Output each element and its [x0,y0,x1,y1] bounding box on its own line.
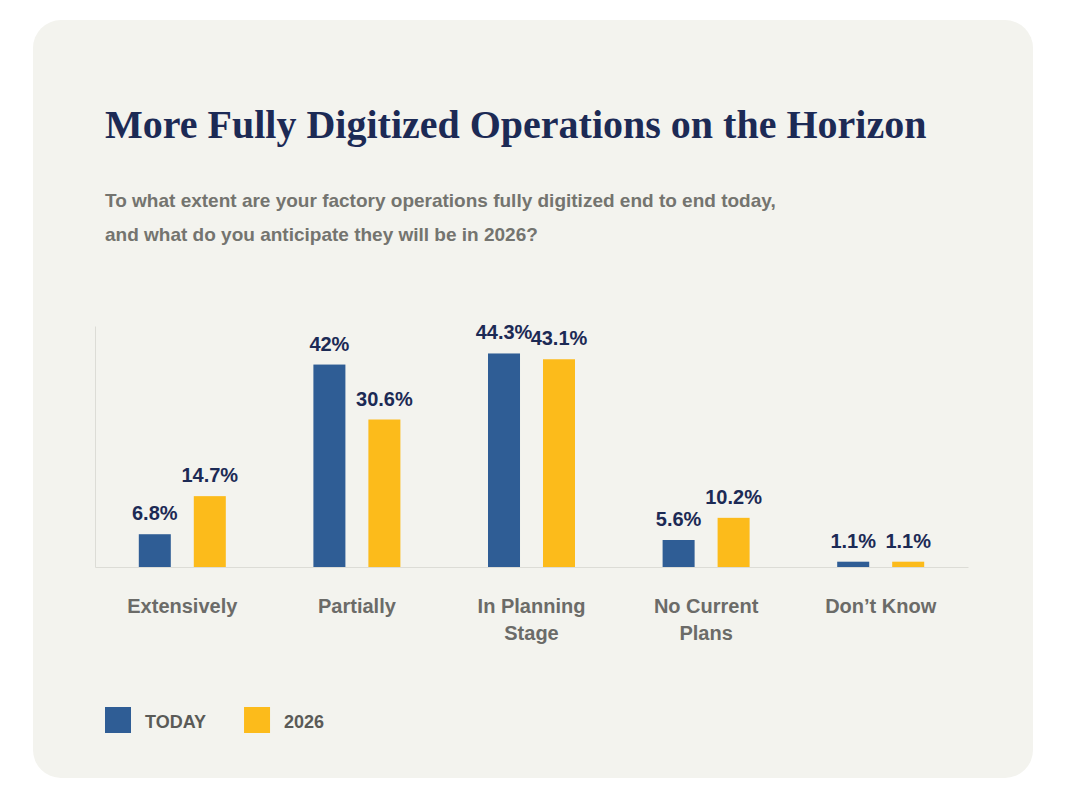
x-tick: Extensively [127,595,238,617]
bar [663,540,695,567]
data-label: 44.3% [476,321,533,343]
y-axis [95,327,96,568]
x-tick-label: Extensively [127,595,238,617]
title: More Fully Digitized Operations on the H… [105,102,926,147]
bar [194,496,226,567]
x-tick-label: No Current Plans [654,595,759,644]
chart: More Fully Digitized Operations on the H… [0,0,1067,800]
x-axis: Extensively Partially In Planning Stage No C… [96,568,969,645]
bar [488,353,520,567]
legend-label: TODAY [145,712,206,732]
x-tick: In Planning Stage [478,595,586,644]
data-label: 14.7% [181,464,238,486]
data-label: 30.6% [356,388,413,410]
data-labels: 6.8% 42% 44.3% 5.6% 1.1% 14.7% 30.6% 43.1% 10.2%… [132,321,931,551]
x-tick-label-line: Plans [679,622,732,644]
data-label: 6.8% [132,502,178,524]
x-tick-label-line: Stage [504,622,558,644]
subtitle: and what do you anticipate they will be … [105,224,538,245]
bars [139,353,924,567]
data-label: 5.6% [656,508,702,530]
data-label: 1.1% [830,530,876,552]
data-label: 1.1% [885,530,931,552]
data-label: 10.2% [705,486,762,508]
x-tick-label-line: Extensively [127,595,238,617]
data-label: 42% [309,333,349,355]
bar [837,562,869,567]
legend-swatch [244,707,270,733]
x-tick-label-line: Don’t Know [825,595,937,617]
bar [368,420,400,567]
x-tick-label-line: Partially [318,595,397,617]
x-tick: No Current Plans [654,595,759,644]
x-tick: Don’t Know [825,595,937,617]
subtitle: To what extent are your factory operatio… [105,190,776,211]
x-tick-label: In Planning Stage [478,595,586,644]
x-tick-label: Partially [318,595,397,617]
bar [139,534,171,567]
legend: TODAY 2026 [105,707,324,733]
x-tick-label: Don’t Know [825,595,937,617]
x-tick-label-line: No Current [654,595,759,617]
legend-label: 2026 [284,712,324,732]
legend-swatch [105,707,131,733]
bar [718,518,750,567]
bar [313,365,345,567]
x-axis-line [96,567,969,568]
x-tick-label-line: In Planning [478,595,586,617]
data-label: 43.1% [531,327,588,349]
bar [543,359,575,567]
bar [892,562,924,567]
x-tick: Partially [318,595,397,617]
card [33,20,1033,778]
y-axis-line [95,327,96,568]
